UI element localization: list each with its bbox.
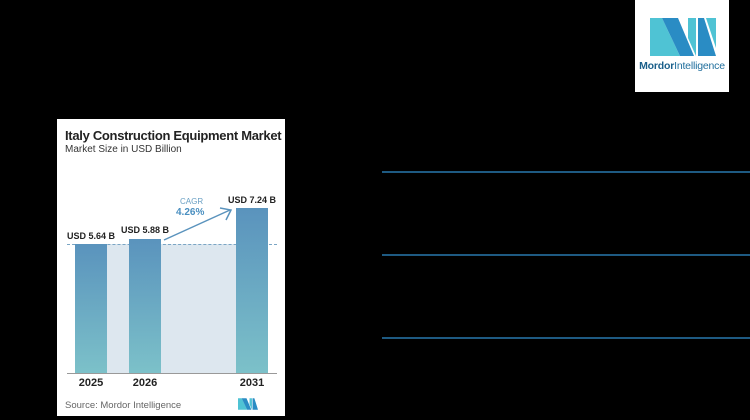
- source-text: Source: Mordor Intelligence: [65, 400, 182, 411]
- cagr-arrow-icon: [163, 207, 233, 241]
- x-axis: [67, 373, 277, 374]
- x-label-2031: 2031: [239, 377, 265, 389]
- reference-dashed-line: [67, 244, 277, 245]
- mordor-logo-icon: [650, 18, 716, 56]
- brand-logo: MordorIntelligence: [635, 0, 729, 92]
- value-label-2031: USD 7.24 B: [227, 195, 277, 205]
- x-label-2026: 2026: [132, 377, 158, 389]
- background-band: [75, 244, 268, 373]
- chart-subtitle: Market Size in USD Billion: [65, 144, 182, 155]
- section-divider-2: [382, 254, 750, 256]
- bar-2031: [236, 208, 268, 373]
- cagr-label: CAGR: [180, 197, 204, 206]
- x-label-2025: 2025: [78, 377, 104, 389]
- logo-text: MordorIntelligence: [639, 60, 725, 72]
- section-divider-3: [382, 337, 750, 339]
- section-divider-1: [382, 171, 750, 173]
- chart-title: Italy Construction Equipment Market: [65, 128, 282, 143]
- bar-2026: [129, 239, 161, 373]
- bar-2025: [75, 244, 107, 373]
- mordor-small-logo-icon: [238, 398, 258, 410]
- value-label-2026: USD 5.88 B: [120, 225, 170, 235]
- cagr-value: 4.26%: [176, 207, 205, 218]
- chart-card: Italy Construction Equipment Market Mark…: [57, 119, 285, 416]
- value-label-2025: USD 5.64 B: [66, 231, 116, 241]
